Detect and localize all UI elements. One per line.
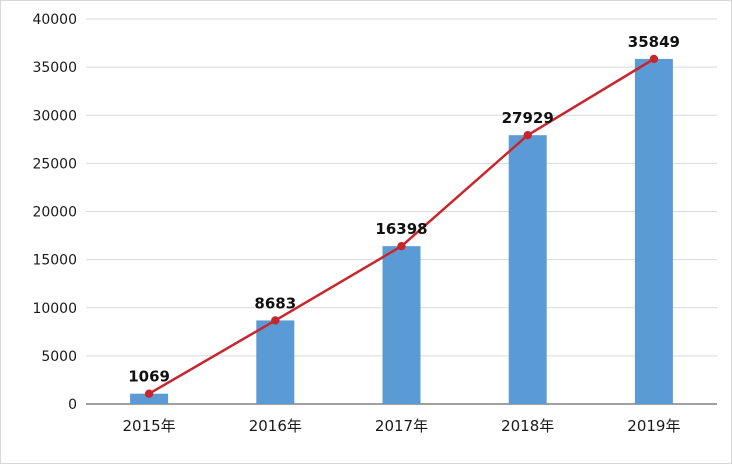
y-tick-label: 35000 — [32, 60, 77, 76]
x-tick-label: 2018年 — [501, 417, 554, 435]
value-label: 1069 — [128, 368, 170, 386]
y-tick-label: 25000 — [32, 156, 77, 172]
bar — [634, 58, 673, 405]
bar — [382, 246, 421, 404]
data-point-marker — [271, 316, 280, 325]
data-point-marker — [144, 389, 154, 398]
bar — [256, 320, 295, 404]
y-tick-label: 20000 — [32, 205, 77, 221]
value-label: 27929 — [502, 109, 554, 127]
x-tick-label: 2017年 — [375, 417, 428, 435]
data-point-marker — [523, 130, 532, 140]
y-tick-label: 5000 — [41, 349, 77, 365]
data-point-marker — [649, 54, 659, 64]
x-tick-label: 2016年 — [249, 417, 302, 435]
x-tick-label: 2015年 — [123, 417, 176, 435]
y-tick-label: 10000 — [32, 301, 77, 317]
y-tick-label: 0 — [68, 397, 77, 413]
value-label: 35849 — [628, 33, 680, 51]
y-tick-label: 40000 — [32, 12, 77, 28]
bar — [508, 135, 547, 404]
y-tick-label: 30000 — [32, 108, 77, 124]
data-point-marker — [397, 241, 406, 251]
y-tick-label: 15000 — [32, 253, 77, 269]
value-label: 8683 — [254, 294, 296, 312]
value-label: 16398 — [375, 220, 427, 238]
x-tick-label: 2019年 — [627, 417, 680, 435]
bar — [130, 393, 169, 404]
